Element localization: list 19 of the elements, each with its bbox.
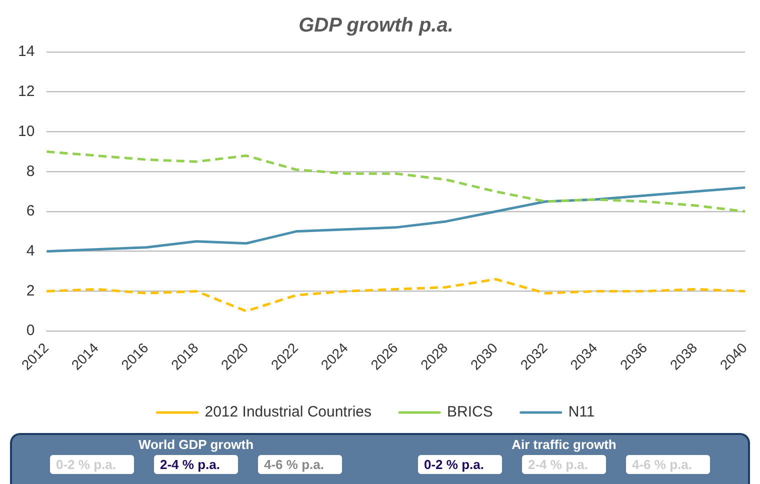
legend-label: BRICS: [447, 404, 493, 421]
text: World GDP growth: [137, 437, 255, 452]
y-tick-label: 10: [18, 122, 35, 140]
chart-title: GDP growth p.a.: [298, 14, 454, 37]
text: 4-6 % p.a.: [258, 455, 342, 474]
text: 2-4 % p.a.: [154, 455, 238, 474]
line-series: [45, 150, 746, 213]
y-tick-label: 8: [26, 162, 35, 180]
y-tick-label: 12: [18, 83, 35, 100]
text: Air traffic growth: [510, 437, 618, 452]
text: 0-2 % p.a.: [418, 455, 502, 474]
y-tick-label: 2: [26, 282, 35, 300]
y-tick-label: 4: [26, 242, 35, 260]
y-tick-label: 14: [18, 43, 35, 60]
line-series: [45, 278, 746, 312]
legend-label: 2012 Industrial Countries: [204, 404, 372, 421]
y-tick-label: 6: [26, 202, 35, 220]
legend-label: N11: [568, 404, 595, 421]
y-tick-label: 0: [26, 322, 35, 340]
